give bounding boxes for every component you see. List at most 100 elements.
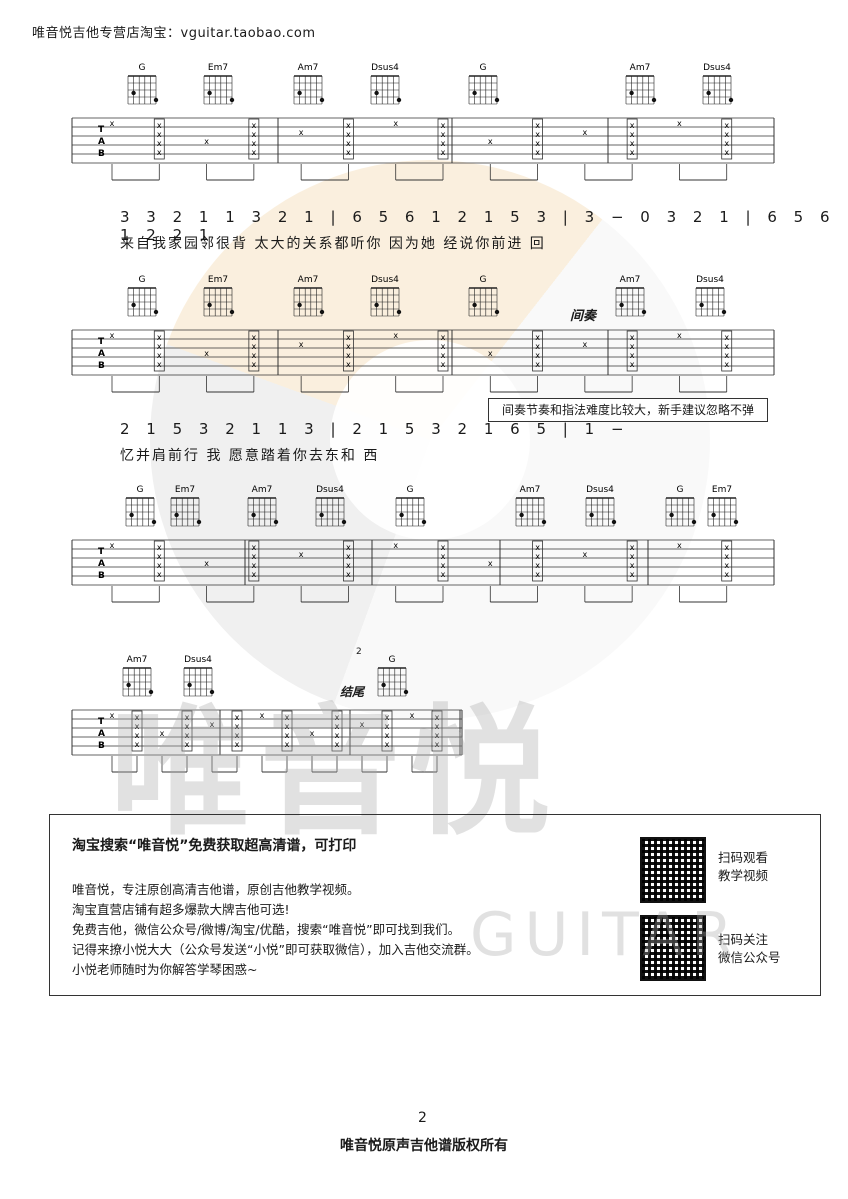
tab-x: x — [441, 543, 446, 552]
tab-x: x — [135, 722, 140, 731]
tab-x: x — [185, 713, 190, 722]
interlude-label: 间奏 — [570, 309, 597, 324]
tab-x: x — [285, 722, 290, 731]
tab-x: x — [251, 148, 256, 157]
lyrics-row2: 忆并肩前行 我 愿意踏着你去东和 西 — [120, 448, 380, 464]
tab-x: x — [630, 139, 635, 148]
tab-x: x — [724, 148, 729, 157]
tab-x: x — [724, 570, 729, 579]
tab-x: x — [251, 561, 256, 570]
tab-x: x — [488, 349, 493, 358]
tab-x: x — [204, 137, 209, 146]
tab-x: x — [346, 148, 351, 157]
tab-x: x — [346, 121, 351, 130]
tab-x: x — [724, 552, 729, 561]
tab-x: x — [157, 552, 162, 561]
tab-x: x — [535, 360, 540, 369]
tab-clef-letter: B — [98, 149, 105, 159]
tab-clef-letter: A — [98, 729, 105, 739]
tab-x: x — [285, 740, 290, 749]
tab-x: x — [251, 333, 256, 342]
tab-x: x — [135, 740, 140, 749]
chord-name: Dsus4 — [316, 485, 344, 495]
tab-x: x — [535, 333, 540, 342]
promo-title: 淘宝搜索“唯音悦”免费获取超高清谱，可打印 — [72, 838, 357, 854]
tab-x: x — [157, 121, 162, 130]
chord-name: Am7 — [127, 655, 148, 665]
tab-x: x — [110, 331, 115, 340]
chord-name: G — [407, 485, 414, 495]
tab-x: x — [157, 561, 162, 570]
tab-x: x — [346, 130, 351, 139]
tab-x: x — [441, 570, 446, 579]
tab-clef-letter: T — [98, 717, 105, 727]
tab-x: x — [435, 713, 440, 722]
ending-label: 结尾 — [340, 685, 365, 699]
tab-x: x — [535, 570, 540, 579]
tab-clef-letter: B — [98, 361, 105, 371]
tab-x: x — [630, 148, 635, 157]
tab-x: x — [346, 570, 351, 579]
tab-x: x — [235, 740, 240, 749]
chord-name: G — [480, 63, 487, 73]
tab-x: x — [251, 121, 256, 130]
tab-x: x — [630, 561, 635, 570]
tab-x: x — [335, 731, 340, 740]
tab-x: x — [441, 360, 446, 369]
promo-line: 唯音悦，专注原创高清吉他谱，原创吉他教学视频。 — [72, 882, 360, 897]
tab-x: x — [385, 731, 390, 740]
page-number: 2 — [418, 1110, 427, 1126]
chord-name: Em7 — [175, 485, 195, 495]
tab-x: x — [346, 351, 351, 360]
tab-x: x — [251, 360, 256, 369]
tab-x: x — [299, 128, 304, 137]
tab-x: x — [677, 331, 682, 340]
tab-clef-letter: B — [98, 571, 105, 581]
chord-name: G — [480, 275, 487, 285]
tab-x: x — [724, 130, 729, 139]
tab-x: x — [724, 121, 729, 130]
chord-name: Dsus4 — [703, 63, 731, 73]
promo-line: 淘宝直营店铺有超多爆款大牌吉他可选! — [72, 902, 290, 917]
tab-x: x — [346, 139, 351, 148]
chord-name: Em7 — [208, 63, 228, 73]
jianpu-notes-row1: 3 3 2 1 1 3 2 1 | 6 5 6 1 2 1 5 3 | 3 − … — [120, 208, 836, 244]
tab-x: x — [335, 740, 340, 749]
tab-x: x — [630, 130, 635, 139]
tab-x: x — [157, 342, 162, 351]
tab-x: x — [385, 722, 390, 731]
tab-x: x — [441, 561, 446, 570]
qr-code-wechat[interactable] — [640, 915, 706, 981]
tab-x: x — [535, 148, 540, 157]
tab-x: x — [157, 148, 162, 157]
tab-x: x — [535, 139, 540, 148]
tab-x: x — [157, 543, 162, 552]
tab-x: x — [535, 543, 540, 552]
tab-x: x — [724, 333, 729, 342]
tab-clef-letter: B — [98, 741, 105, 751]
tab-x: x — [435, 731, 440, 740]
tab-x: x — [488, 137, 493, 146]
chord-name: Dsus4 — [586, 485, 614, 495]
tab-x: x — [346, 360, 351, 369]
tab-x: x — [157, 570, 162, 579]
tab-x: x — [535, 342, 540, 351]
tab-x: x — [235, 713, 240, 722]
qr-code-video[interactable] — [640, 837, 706, 903]
tab-x: x — [724, 360, 729, 369]
qr-label-video: 扫码观看 教学视频 — [718, 850, 769, 883]
tab-x: x — [251, 543, 256, 552]
tab-x: x — [110, 711, 115, 720]
difficulty-note: 间奏节奏和指法难度比较大，新手建议忽略不弹 — [488, 398, 768, 422]
chord-name: G — [139, 275, 146, 285]
tab-x: x — [441, 121, 446, 130]
tab-x: x — [630, 121, 635, 130]
tab-x: x — [488, 559, 493, 568]
chord-name: Em7 — [208, 275, 228, 285]
copyright-footer: 唯音悦原声吉他谱版权所有 — [340, 1138, 508, 1154]
tab-x: x — [677, 119, 682, 128]
chord-name: G — [137, 485, 144, 495]
tab-x: x — [441, 130, 446, 139]
jianpu-notes-row2: 2 1 5 3 2 1 1 3 | 2 1 5 3 2 1 6 5 | 1 − — [120, 420, 630, 438]
